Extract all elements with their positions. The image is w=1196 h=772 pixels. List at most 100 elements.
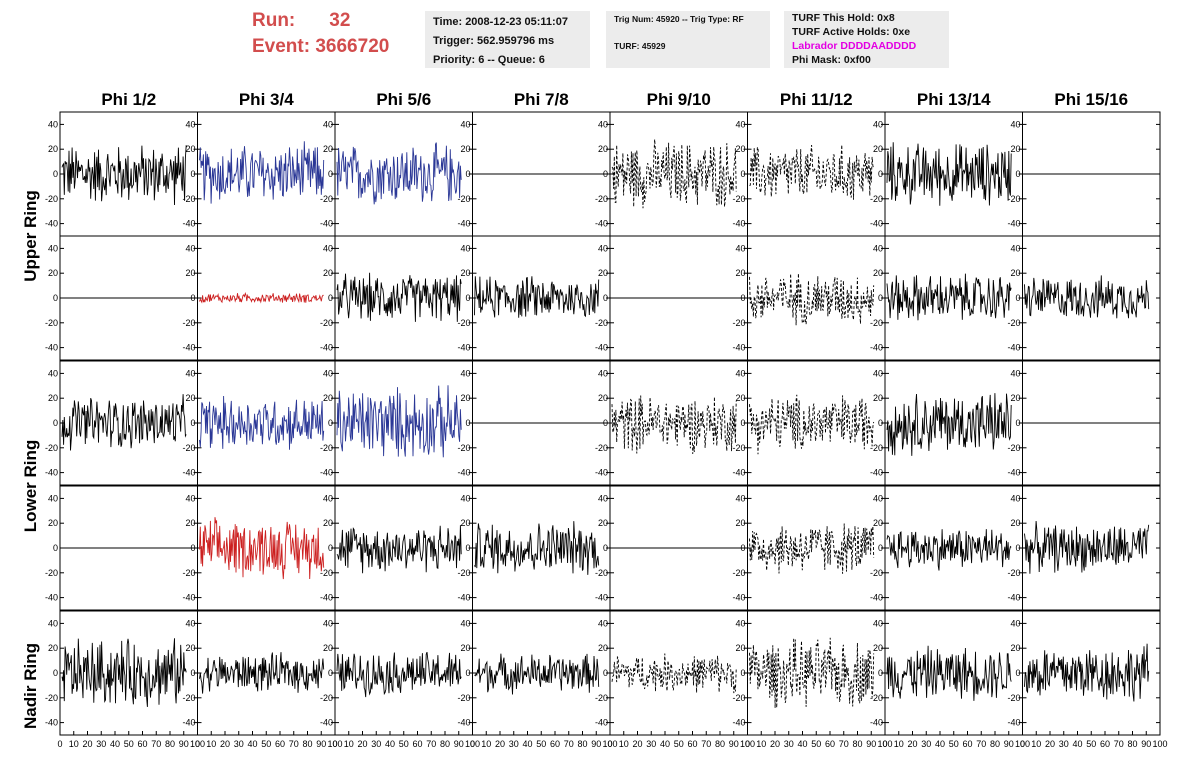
waveform-trace bbox=[1024, 520, 1150, 574]
y-tick-label: -20 bbox=[182, 568, 195, 578]
waveform-trace bbox=[336, 385, 462, 458]
y-tick-label: -20 bbox=[732, 318, 745, 328]
y-tick-label: -40 bbox=[182, 718, 195, 728]
y-tick-label: -40 bbox=[45, 343, 58, 353]
y-tick-label: 0 bbox=[1015, 668, 1020, 678]
y-tick-label: -20 bbox=[732, 194, 745, 204]
y-tick-label: 40 bbox=[1010, 493, 1020, 503]
y-tick-label: 20 bbox=[460, 144, 470, 154]
y-tick-label: -40 bbox=[320, 468, 333, 478]
y-tick-label: -40 bbox=[320, 718, 333, 728]
waveform-trace bbox=[61, 394, 187, 451]
y-tick-label: 20 bbox=[460, 268, 470, 278]
y-tick-label: -20 bbox=[1007, 693, 1020, 703]
y-tick-label: 40 bbox=[185, 368, 195, 378]
x-tick-label: 50 bbox=[261, 739, 271, 749]
column-title: Phi 7/8 bbox=[514, 90, 569, 109]
y-tick-label: 40 bbox=[1010, 368, 1020, 378]
y-tick-label: -40 bbox=[320, 593, 333, 603]
y-tick-label: 20 bbox=[1010, 518, 1020, 528]
y-tick-label: -20 bbox=[320, 568, 333, 578]
y-tick-label: 40 bbox=[48, 618, 58, 628]
column-title: Phi 3/4 bbox=[239, 90, 294, 109]
x-tick-label: 0 bbox=[607, 739, 612, 749]
y-tick-label: 0 bbox=[465, 418, 470, 428]
y-tick-label: -20 bbox=[870, 693, 883, 703]
y-tick-label: -20 bbox=[45, 443, 58, 453]
y-tick-label: -20 bbox=[595, 443, 608, 453]
waveform-trace bbox=[199, 291, 324, 304]
y-tick-label: -40 bbox=[457, 718, 470, 728]
y-tick-label: 0 bbox=[603, 169, 608, 179]
x-tick-label: 90 bbox=[316, 739, 326, 749]
y-tick-label: 40 bbox=[873, 119, 883, 129]
y-tick-label: 40 bbox=[48, 368, 58, 378]
waveform-trace bbox=[749, 637, 875, 708]
x-tick-label: 60 bbox=[550, 739, 560, 749]
turf-active-text: TURF Active Holds: 0xe bbox=[792, 26, 911, 38]
y-tick-label: 20 bbox=[873, 643, 883, 653]
y-tick-label: -20 bbox=[45, 568, 58, 578]
x-tick-label: 0 bbox=[470, 739, 475, 749]
y-tick-label: 0 bbox=[465, 668, 470, 678]
y-tick-label: 20 bbox=[48, 268, 58, 278]
y-tick-label: -20 bbox=[182, 318, 195, 328]
y-tick-label: -40 bbox=[595, 593, 608, 603]
y-tick-label: 40 bbox=[323, 119, 333, 129]
y-tick-label: 0 bbox=[1015, 418, 1020, 428]
y-tick-label: 0 bbox=[740, 293, 745, 303]
x-tick-label: 0 bbox=[57, 739, 62, 749]
waveform-trace bbox=[61, 145, 187, 206]
x-tick-label: 80 bbox=[1127, 739, 1137, 749]
y-tick-label: 40 bbox=[48, 243, 58, 253]
x-tick-label: 70 bbox=[289, 739, 299, 749]
x-tick-label: 70 bbox=[839, 739, 849, 749]
waveform-trace bbox=[749, 394, 875, 455]
y-tick-label: -40 bbox=[870, 718, 883, 728]
column-title: Phi 1/2 bbox=[101, 90, 156, 109]
panel-frame bbox=[334, 485, 473, 611]
x-tick-label: 70 bbox=[1114, 739, 1124, 749]
x-tick-label: 80 bbox=[852, 739, 862, 749]
y-tick-label: 0 bbox=[603, 418, 608, 428]
y-tick-label: 0 bbox=[603, 668, 608, 678]
x-tick-label: 0 bbox=[745, 739, 750, 749]
y-tick-label: -40 bbox=[182, 468, 195, 478]
y-tick-label: 0 bbox=[53, 668, 58, 678]
y-tick-label: 40 bbox=[185, 493, 195, 503]
x-tick-label: 10 bbox=[1031, 739, 1041, 749]
y-tick-label: 40 bbox=[1010, 119, 1020, 129]
x-tick-label: 10 bbox=[481, 739, 491, 749]
x-tick-label: 40 bbox=[797, 739, 807, 749]
y-tick-label: 40 bbox=[460, 368, 470, 378]
trigger-text: Trigger: 562.959796 ms bbox=[433, 35, 555, 47]
column-title: Phi 13/14 bbox=[917, 90, 991, 109]
waveform-trace bbox=[336, 142, 462, 205]
x-tick-label: 10 bbox=[894, 739, 904, 749]
priority-text: Priority: 6 -- Queue: 6 bbox=[433, 54, 545, 66]
y-tick-label: 20 bbox=[460, 643, 470, 653]
x-tick-label: 10 bbox=[756, 739, 766, 749]
y-tick-label: 20 bbox=[185, 144, 195, 154]
y-tick-label: 20 bbox=[323, 144, 333, 154]
y-tick-label: -40 bbox=[1007, 219, 1020, 229]
panel-frame bbox=[747, 111, 886, 237]
waveform-trace bbox=[474, 276, 600, 318]
y-tick-label: -40 bbox=[182, 219, 195, 229]
waveform-trace bbox=[199, 395, 325, 450]
y-tick-label: -20 bbox=[45, 318, 58, 328]
x-tick-label: 0 bbox=[882, 739, 887, 749]
x-tick-label: 60 bbox=[137, 739, 147, 749]
waveform-trace bbox=[199, 141, 325, 204]
y-tick-label: 0 bbox=[465, 543, 470, 553]
run-label: Run: bbox=[252, 10, 296, 31]
y-tick-label: -20 bbox=[182, 693, 195, 703]
ring-label: Upper Ring bbox=[21, 190, 40, 282]
y-tick-label: -40 bbox=[595, 343, 608, 353]
y-tick-label: -20 bbox=[457, 693, 470, 703]
y-tick-label: 0 bbox=[878, 293, 883, 303]
ring-label: Nadir Ring bbox=[21, 643, 40, 729]
x-tick-label: 70 bbox=[426, 739, 436, 749]
run-value: 32 bbox=[329, 10, 351, 31]
y-tick-label: 20 bbox=[323, 518, 333, 528]
